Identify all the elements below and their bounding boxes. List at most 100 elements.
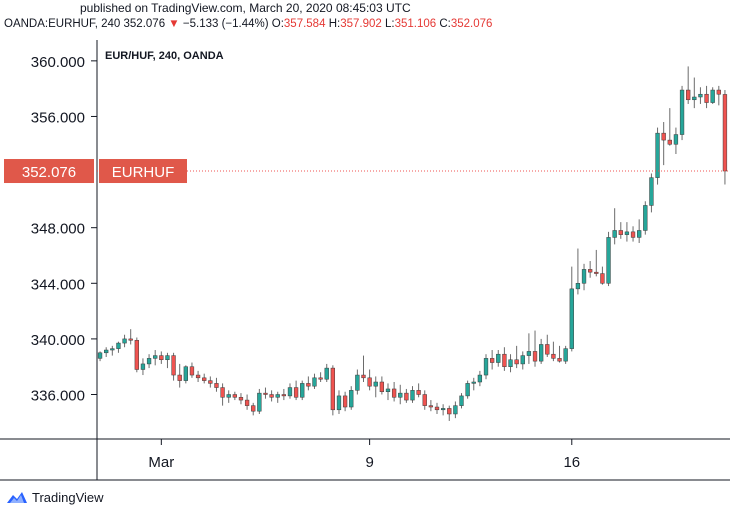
candle: [489, 358, 495, 363]
candle: [263, 392, 268, 395]
candle: [502, 353, 507, 367]
candle: [532, 351, 538, 362]
candle: [355, 374, 360, 391]
candle: [183, 366, 188, 381]
candle: [214, 383, 219, 388]
price-tag-value: 352.076: [22, 164, 76, 181]
candle: [539, 344, 544, 362]
candle: [520, 355, 525, 365]
candle: [361, 374, 366, 379]
candle: [238, 397, 244, 401]
candle: [679, 89, 685, 135]
candle: [391, 388, 397, 398]
candle: [349, 390, 354, 408]
candle: [673, 134, 679, 145]
candle: [692, 96, 697, 101]
candle: [373, 381, 378, 387]
candle: [410, 390, 415, 401]
candle: [306, 383, 311, 387]
candle: [318, 377, 323, 380]
candle: [128, 338, 133, 341]
candle: [649, 177, 654, 206]
open-label: O:: [271, 18, 284, 30]
chart-frame: [0, 40, 730, 481]
candle: [637, 230, 642, 238]
candle: [447, 408, 452, 415]
candle: [514, 359, 519, 365]
candle: [202, 377, 207, 381]
candle: [716, 89, 721, 95]
candle: [588, 269, 593, 273]
candle: [134, 340, 139, 370]
candle: [208, 380, 213, 384]
low-label: L:: [384, 18, 395, 30]
candle: [287, 387, 293, 397]
candle: [643, 205, 648, 231]
candle: [434, 406, 440, 411]
x-tick-label: 16: [563, 454, 580, 471]
candle: [220, 387, 225, 398]
candle: [630, 231, 636, 238]
candle: [704, 93, 709, 103]
high-value: 357.902: [340, 18, 382, 30]
symbol-tag-box: [99, 159, 187, 184]
candle: [97, 352, 103, 359]
candle: [612, 230, 617, 238]
candle: [153, 355, 158, 359]
candle: [471, 381, 476, 384]
candle: [385, 388, 391, 392]
symbol-tag-label: EURHUF: [112, 164, 175, 181]
candle: [618, 230, 623, 235]
close-label: C:: [439, 18, 451, 30]
price-tag: 352.076 EURHUF: [4, 159, 730, 184]
candle: [171, 355, 176, 376]
candle: [324, 367, 329, 380]
y-tick-label: 344.000: [31, 276, 85, 293]
chart-title: EUR/HUF, 240, OANDA: [105, 50, 224, 62]
candle: [557, 358, 562, 362]
y-tick-label: 356.000: [31, 109, 85, 126]
candle: [686, 89, 691, 101]
candle: [110, 348, 115, 351]
candle: [195, 374, 201, 379]
candle: [226, 394, 231, 398]
candle: [698, 93, 703, 98]
close-value: 352.076: [450, 18, 493, 30]
tradingview-brand: TradingView: [32, 489, 104, 505]
candle: [140, 363, 146, 370]
candle: [177, 374, 182, 381]
down-arrow-icon: ▼: [168, 18, 180, 30]
candle: [330, 367, 336, 411]
candle: [606, 237, 611, 284]
candle: [600, 273, 605, 284]
candle: [342, 395, 348, 408]
candle: [526, 351, 532, 356]
candle: [551, 353, 556, 359]
candle: [710, 89, 715, 103]
chart-header: published on TradingView.com, March 20, …: [0, 0, 730, 38]
candle: [722, 94, 728, 172]
candle: [655, 132, 660, 178]
published-line: published on TradingView.com, March 20, …: [80, 1, 411, 15]
candle: [563, 348, 568, 362]
candle: [428, 405, 434, 408]
candle: [379, 381, 385, 392]
low-value: 351.106: [394, 18, 437, 30]
candle: [477, 374, 483, 383]
candle: [116, 342, 121, 349]
candle: [312, 377, 317, 387]
candle: [667, 139, 672, 145]
candle: [465, 383, 470, 397]
candle: [367, 377, 372, 387]
candle: [165, 355, 170, 361]
candle: [281, 394, 286, 397]
last-price: 352.076: [123, 18, 166, 30]
candle: [661, 132, 666, 141]
tradingview-footer[interactable]: TradingView: [6, 487, 104, 507]
candles-layer: [97, 66, 728, 421]
candle: [122, 338, 127, 344]
candle: [453, 405, 458, 415]
y-tick-label: 336.000: [31, 388, 85, 405]
y-tick-label: 360.000: [31, 54, 85, 71]
